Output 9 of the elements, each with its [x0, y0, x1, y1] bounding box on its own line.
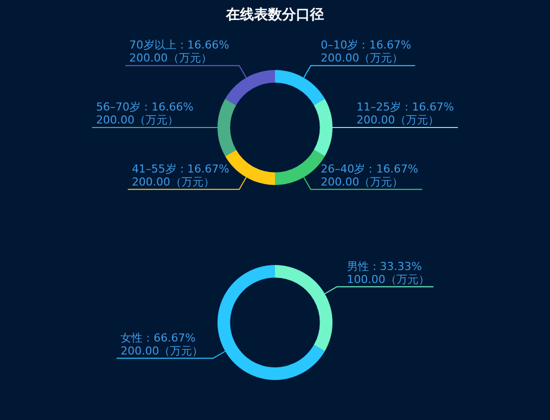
slice-label: 26–40岁：16.67% 200.00（万元） — [320, 162, 418, 188]
slice-label: 女性：66.67% 200.00（万元） — [120, 331, 204, 358]
slice-label: 11–25岁：16.67% 200.00（万元） — [356, 100, 454, 126]
slice-label: 56–70岁：16.66% 200.00（万元） — [96, 100, 194, 126]
slice-label: 0–10岁：16.67% 200.00（万元） — [320, 38, 412, 65]
slice-label: 男性：33.33% 100.00（万元） — [346, 260, 430, 286]
slice-label: 70岁以上：16.66% 200.00（万元） — [129, 38, 230, 65]
chart-title: 在线表数分口径 — [224, 6, 325, 25]
slice-label: 41–55岁：16.67% 200.00（万元） — [132, 162, 230, 188]
